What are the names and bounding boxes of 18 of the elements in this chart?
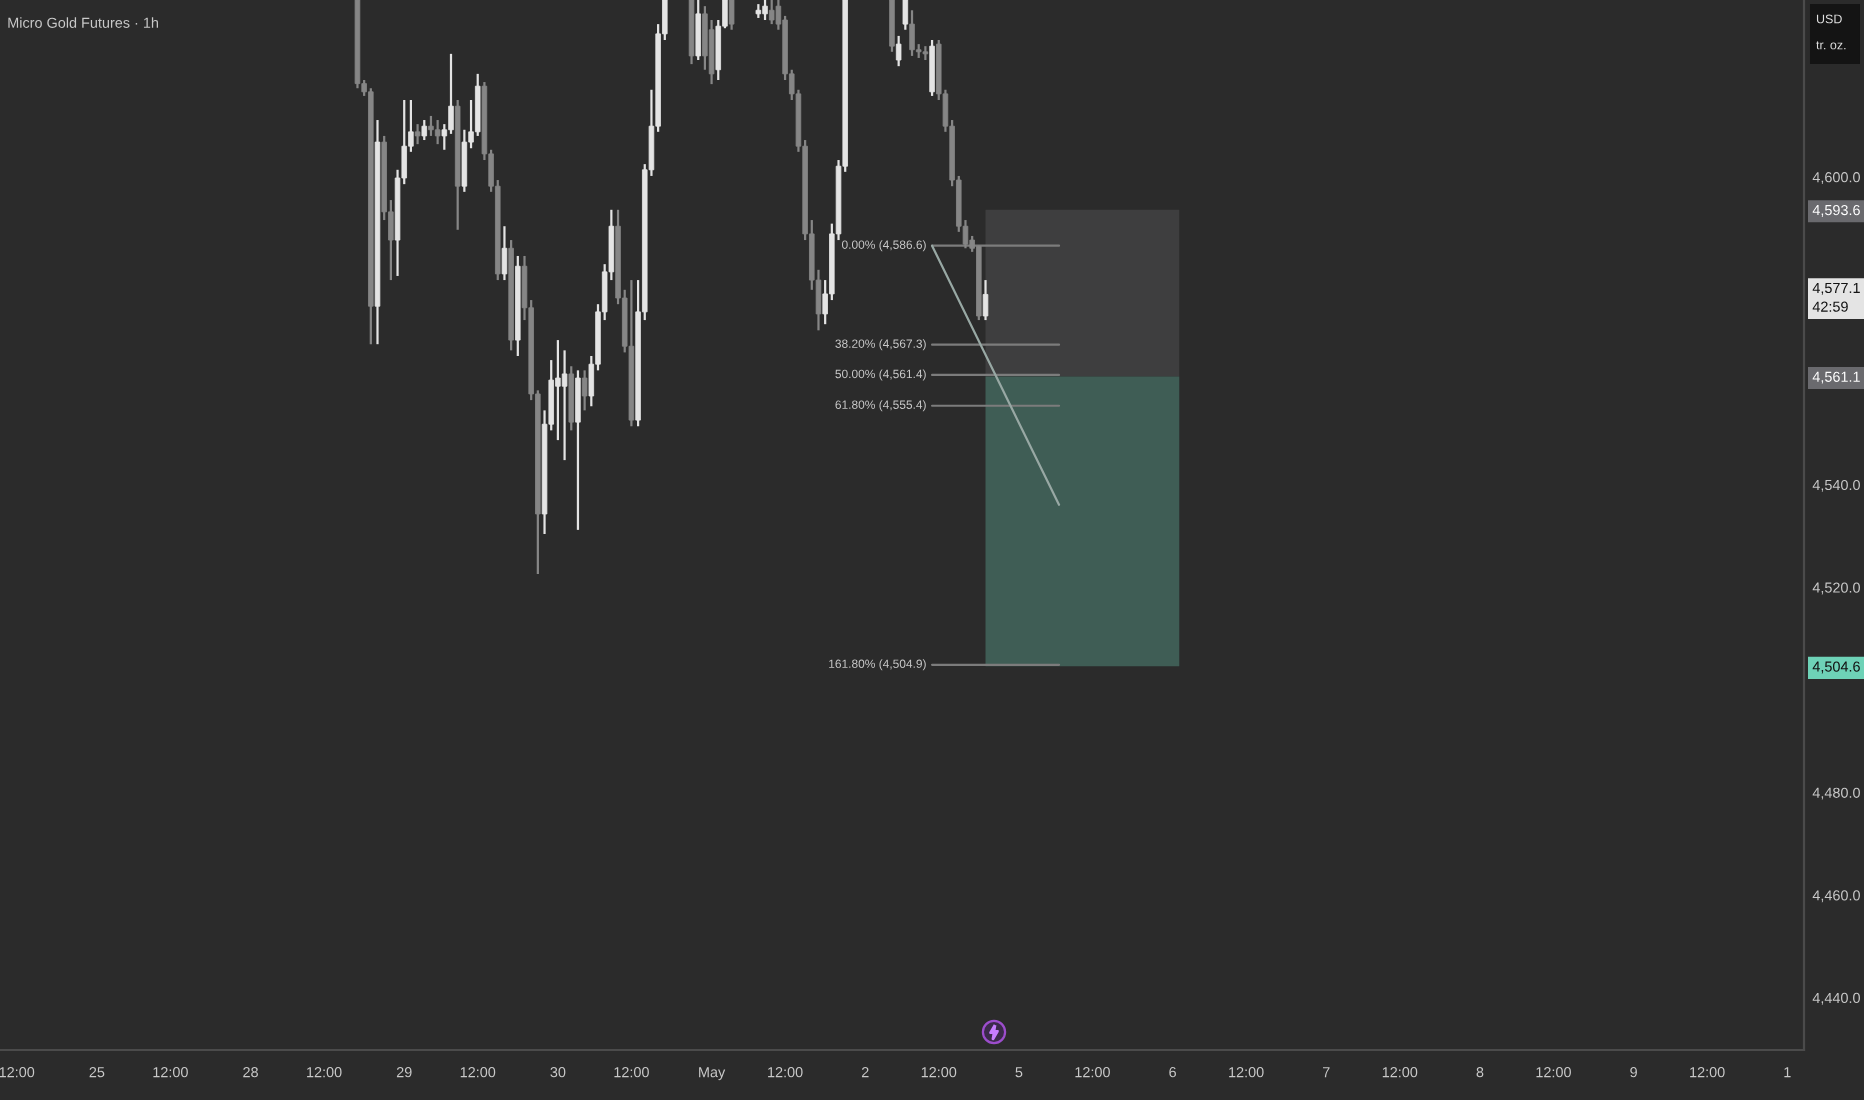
- candlestick: [414, 123, 421, 146]
- candlestick: [768, 0, 775, 26]
- candlestick: [575, 369, 581, 531]
- candlestick: [728, 0, 735, 31]
- candlestick: [581, 369, 588, 412]
- candlestick: [889, 0, 895, 53]
- candlestick: [555, 338, 561, 442]
- candlestick: [929, 38, 935, 98]
- candlestick: [982, 278, 989, 322]
- candlestick: [695, 0, 701, 62]
- candlestick: [895, 34, 902, 68]
- candlestick: [421, 118, 428, 142]
- candlestick: [434, 118, 441, 146]
- candlestick: [909, 9, 915, 58]
- candlestick: [501, 225, 508, 282]
- candlestick: [428, 114, 434, 138]
- candlestick: [902, 0, 909, 31]
- candlestick: [762, 0, 768, 22]
